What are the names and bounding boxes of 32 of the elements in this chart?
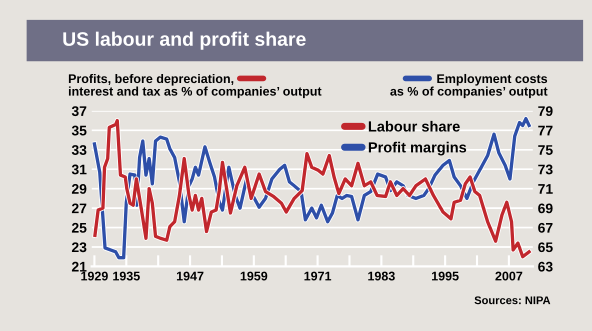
x-tick-label: 1947 <box>176 272 204 280</box>
y2-tick-label: 69 <box>538 203 553 214</box>
source-note: Sources: NIPA <box>474 296 550 304</box>
y-tick-label: 21 <box>72 262 87 272</box>
y2-tick-label: 67 <box>538 222 552 233</box>
legend-label: Labour share <box>368 120 460 132</box>
y-tick-label: 37 <box>72 106 86 116</box>
y-tick-label: 25 <box>72 222 87 233</box>
x-tick-label: 1959 <box>240 272 268 280</box>
x-tick-label: 1935 <box>113 272 140 281</box>
y2-axis-title: Employment costs as % of companies’ output <box>390 74 548 98</box>
y2-tick-label: 75 <box>538 145 553 155</box>
legend-label: Profit margins <box>368 142 466 156</box>
y2-tick-label: 73 <box>538 164 553 174</box>
y2-tick-label: 65 <box>538 242 553 252</box>
chart-title: US labour and profit share <box>63 32 306 50</box>
x-tick-label: 1929 <box>81 272 108 280</box>
y-tick-label: 35 <box>72 126 87 136</box>
y2-tick-label: 77 <box>538 126 552 136</box>
x-tick-label: 1971 <box>304 272 332 280</box>
y2-tick-label: 79 <box>538 106 553 116</box>
y-tick-label: 23 <box>72 242 86 252</box>
y-tick-label: 29 <box>72 184 86 194</box>
y-tick-label: 33 <box>72 145 86 155</box>
x-tick-label: 1983 <box>368 272 395 281</box>
y-axis-title: Profits, before depreciation, interest and tax as % of companies’ output <box>68 74 322 98</box>
y2-tick-label: 71 <box>538 184 553 194</box>
y-tick-label: 31 <box>72 164 87 174</box>
x-tick-label: 2007 <box>495 272 522 280</box>
x-tick-label: 1995 <box>432 272 459 280</box>
y-tick-label: 27 <box>72 203 86 214</box>
y2-tick-label: 63 <box>538 262 553 272</box>
